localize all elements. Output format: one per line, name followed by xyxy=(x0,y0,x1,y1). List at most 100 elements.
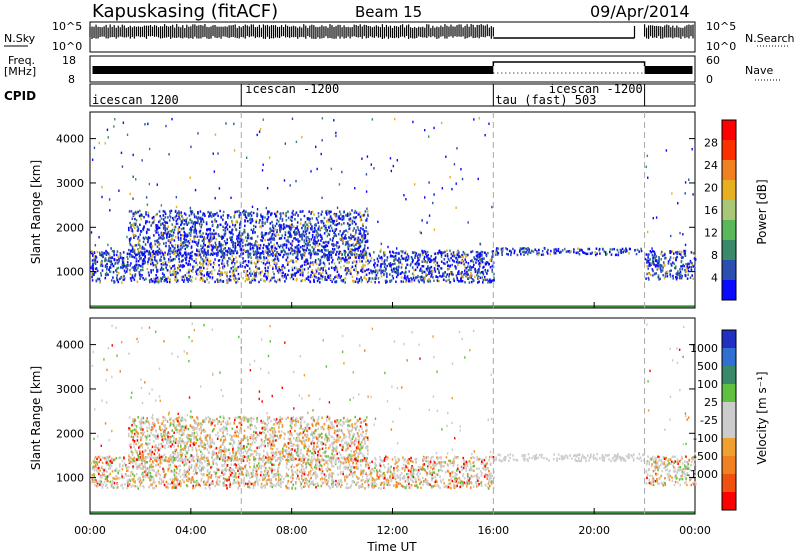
scatter-point xyxy=(249,221,252,224)
scatter-point xyxy=(177,244,179,247)
scatter-point xyxy=(437,461,439,465)
scatter-point xyxy=(350,266,353,270)
scatter-point xyxy=(282,243,284,247)
scatter-point xyxy=(589,252,592,255)
scatter-point xyxy=(447,268,449,271)
scatter-point xyxy=(254,252,257,256)
scatter-point xyxy=(177,465,180,468)
scatter-point xyxy=(307,242,309,245)
scatter-point xyxy=(268,264,271,267)
scatter-point xyxy=(200,256,202,259)
scatter-point xyxy=(408,270,410,273)
scatter-point xyxy=(93,146,96,150)
scatter-point xyxy=(327,241,330,245)
scatter-point xyxy=(269,231,271,234)
scatter-point xyxy=(258,280,260,284)
scatter-point xyxy=(274,468,276,472)
scatter-point xyxy=(264,216,266,219)
scatter-point xyxy=(358,246,360,249)
scatter-point xyxy=(435,473,438,476)
scatter-point xyxy=(256,256,259,259)
scatter-point xyxy=(223,464,225,467)
scatter-point xyxy=(684,269,686,272)
scatter-point xyxy=(183,235,186,238)
scatter-point xyxy=(186,240,188,243)
scatter-point xyxy=(167,253,169,256)
scatter-point xyxy=(115,276,118,280)
scatter-point xyxy=(136,280,139,283)
scatter-point xyxy=(192,222,195,225)
scatter-point xyxy=(183,278,186,282)
scatter-point xyxy=(401,257,404,260)
scatter-point xyxy=(178,255,180,258)
scatter-point xyxy=(254,231,256,234)
scatter-point xyxy=(391,270,394,273)
scatter-point xyxy=(658,258,660,261)
velocity-panel-frame xyxy=(89,317,696,515)
nave-tick-bottom: 0 xyxy=(706,73,713,86)
scatter-point xyxy=(221,266,224,269)
scatter-point xyxy=(277,233,280,237)
scatter-point xyxy=(605,253,607,256)
scatter-point xyxy=(226,281,228,284)
scatter-point xyxy=(349,248,352,251)
scatter-point xyxy=(380,275,383,278)
scatter-point xyxy=(368,277,371,280)
scatter-point xyxy=(419,267,422,270)
scatter-point xyxy=(436,279,439,282)
scatter-point xyxy=(304,225,307,228)
scatter-point xyxy=(390,254,392,257)
scatter-point xyxy=(171,273,174,276)
scatter-point xyxy=(490,476,492,480)
scatter-point xyxy=(93,255,95,258)
scatter-point xyxy=(287,468,290,471)
scatter-point xyxy=(368,252,371,255)
scatter-point xyxy=(260,256,262,260)
scatter-point xyxy=(149,252,152,256)
scatter-point xyxy=(293,266,296,270)
scatter-point xyxy=(141,263,144,266)
scatter-point xyxy=(195,248,198,251)
scatter-point xyxy=(321,196,323,200)
scatter-point xyxy=(679,274,681,278)
scatter-point xyxy=(337,457,340,460)
scatter-point xyxy=(660,264,663,267)
scatter-point xyxy=(492,250,495,253)
scatter-point xyxy=(137,264,140,267)
scatter-point xyxy=(138,209,141,212)
scatter-point xyxy=(425,456,428,459)
scatter-point xyxy=(434,263,437,267)
scatter-point xyxy=(467,273,469,276)
scatter-point xyxy=(598,249,600,252)
scatter-point xyxy=(166,227,169,231)
scatter-point xyxy=(328,262,331,265)
scatter-point xyxy=(453,462,455,465)
scatter-point xyxy=(478,276,480,280)
scatter-point xyxy=(336,267,338,271)
scatter-point xyxy=(363,459,366,463)
scatter-point xyxy=(360,280,363,284)
scatter-point xyxy=(227,264,230,267)
scatter-point xyxy=(349,238,351,242)
scatter-point xyxy=(317,249,319,252)
scatter-point xyxy=(203,213,206,216)
scatter-point xyxy=(260,232,263,235)
scatter-point xyxy=(335,223,338,227)
scatter-point xyxy=(256,247,258,251)
scatter-point xyxy=(333,231,335,235)
scatter-point xyxy=(239,222,242,225)
scatter-point xyxy=(336,275,339,279)
scatter-point xyxy=(169,211,172,214)
scatter-point xyxy=(315,224,317,227)
scatter-point xyxy=(416,276,418,279)
scatter-point xyxy=(186,271,188,275)
scatter-point xyxy=(146,220,148,223)
scatter-point xyxy=(349,233,352,237)
scatter-point xyxy=(142,259,144,262)
scatter-point xyxy=(272,259,275,262)
scatter-point xyxy=(403,194,405,197)
scatter-point xyxy=(675,272,678,276)
scatter-point xyxy=(165,266,167,269)
scatter-point xyxy=(200,247,203,251)
scatter-point xyxy=(92,267,95,270)
